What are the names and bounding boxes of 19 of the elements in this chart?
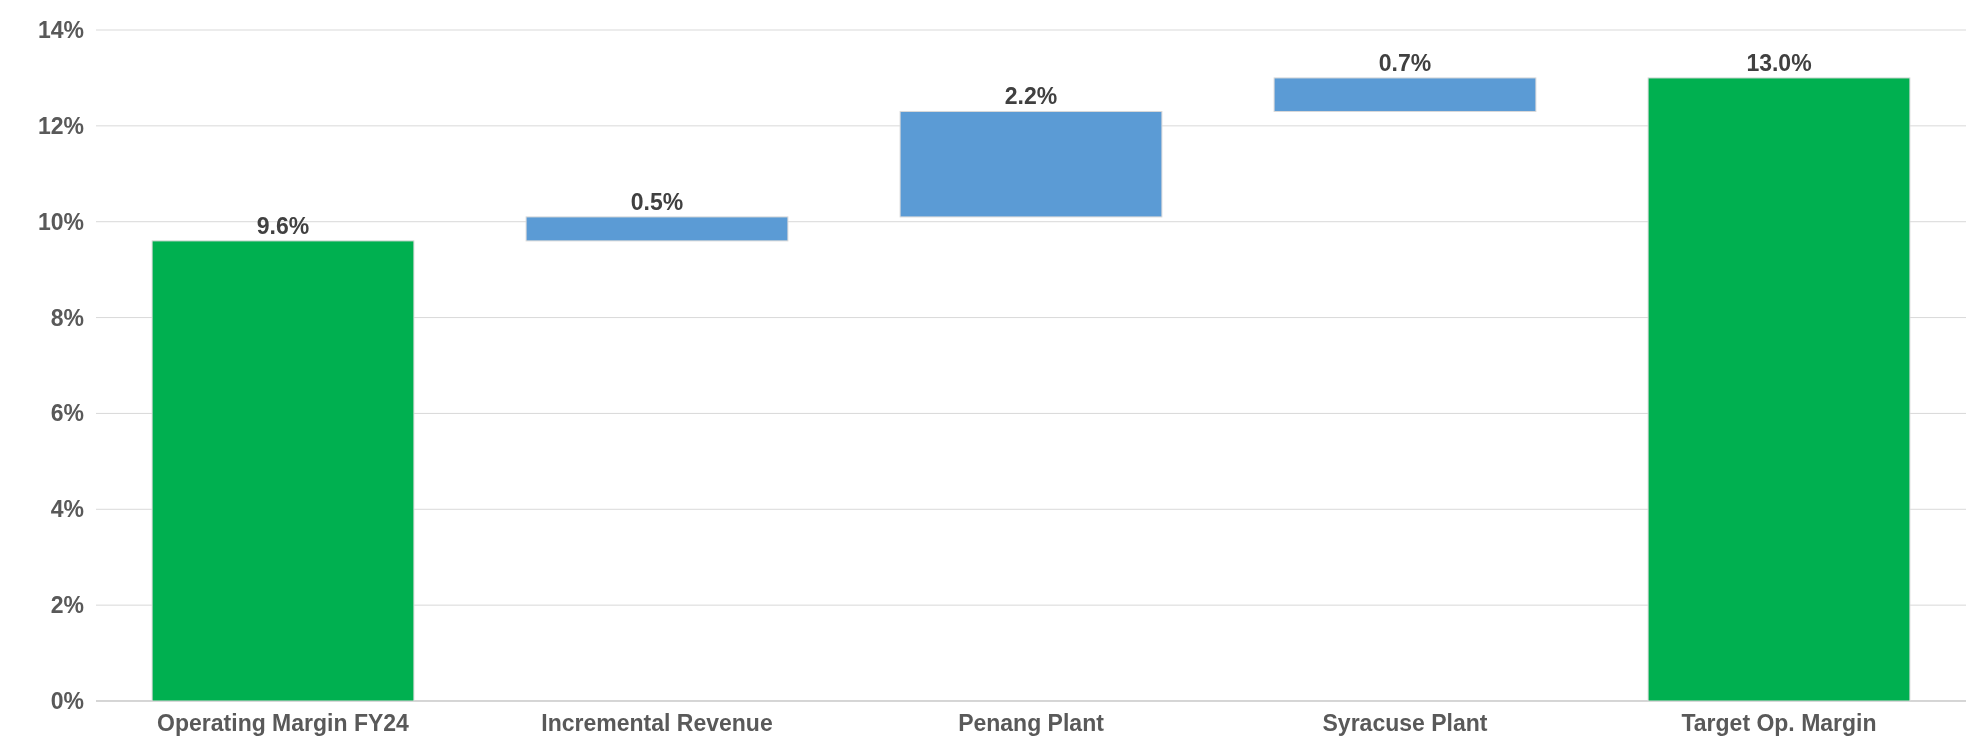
x-tick-label: Incremental Revenue [541,710,773,736]
data-label: 9.6% [256,212,310,239]
x-tick-label: Operating Margin FY24 [157,710,410,736]
y-tick-label: 4% [50,496,84,523]
bar [1273,77,1537,112]
x-tick-label: Syracuse Plant [1322,710,1488,736]
y-tick-label: 14% [37,17,84,44]
y-tick-label: 2% [50,592,84,619]
data-label: 13.0% [1746,49,1812,76]
x-tick-label: Penang Plant [958,710,1105,736]
data-label: 2.2% [1004,83,1058,110]
y-tick-label: 6% [50,400,84,427]
y-tick-label: 12% [37,112,84,139]
y-tick-label: 0% [50,688,84,715]
data-label: 0.5% [630,188,684,215]
data-label: 0.7% [1378,49,1432,76]
x-tick-label: Target Op. Margin [1681,710,1877,736]
y-tick-label: 8% [50,304,84,331]
y-tick-label: 10% [37,208,84,235]
